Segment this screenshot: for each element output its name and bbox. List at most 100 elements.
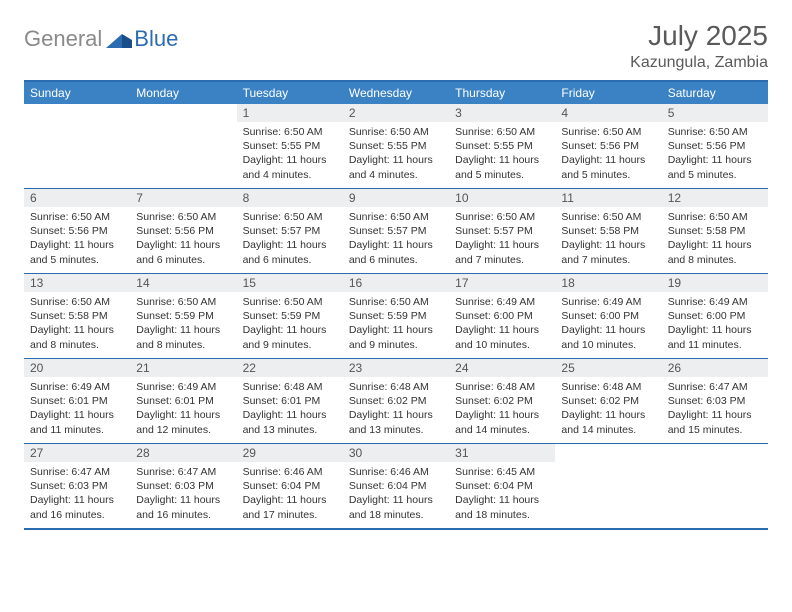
calendar-day-cell: 9Sunrise: 6:50 AMSunset: 5:57 PMDaylight… <box>343 189 449 273</box>
day-number: 16 <box>343 274 449 292</box>
calendar-day-cell: 17Sunrise: 6:49 AMSunset: 6:00 PMDayligh… <box>449 274 555 358</box>
day-details: Sunrise: 6:48 AMSunset: 6:02 PMDaylight:… <box>555 377 661 443</box>
sunrise-text: Sunrise: 6:49 AM <box>30 380 124 394</box>
sunset-text: Sunset: 6:00 PM <box>455 309 549 323</box>
daylight-text: Daylight: 11 hours and 6 minutes. <box>349 238 443 266</box>
daylight-text: Daylight: 11 hours and 5 minutes. <box>561 153 655 181</box>
sunset-text: Sunset: 6:03 PM <box>136 479 230 493</box>
day-number: 12 <box>662 189 768 207</box>
day-details: Sunrise: 6:50 AMSunset: 5:56 PMDaylight:… <box>555 122 661 188</box>
sunset-text: Sunset: 5:57 PM <box>243 224 337 238</box>
header: General Blue July 2025 Kazungula, Zambia <box>24 20 768 72</box>
day-number: 10 <box>449 189 555 207</box>
daylight-text: Daylight: 11 hours and 6 minutes. <box>243 238 337 266</box>
day-number: 23 <box>343 359 449 377</box>
sunrise-text: Sunrise: 6:47 AM <box>668 380 762 394</box>
day-details: Sunrise: 6:46 AMSunset: 6:04 PMDaylight:… <box>343 462 449 528</box>
calendar-day-cell: 28Sunrise: 6:47 AMSunset: 6:03 PMDayligh… <box>130 444 236 528</box>
sunset-text: Sunset: 5:58 PM <box>561 224 655 238</box>
sunrise-text: Sunrise: 6:47 AM <box>30 465 124 479</box>
calendar-day-cell: 20Sunrise: 6:49 AMSunset: 6:01 PMDayligh… <box>24 359 130 443</box>
calendar-day-cell: 4Sunrise: 6:50 AMSunset: 5:56 PMDaylight… <box>555 104 661 188</box>
calendar-week: 27Sunrise: 6:47 AMSunset: 6:03 PMDayligh… <box>24 443 768 528</box>
day-details: Sunrise: 6:50 AMSunset: 5:59 PMDaylight:… <box>343 292 449 358</box>
weekday-header-row: Sunday Monday Tuesday Wednesday Thursday… <box>24 82 768 104</box>
calendar-day-cell: 22Sunrise: 6:48 AMSunset: 6:01 PMDayligh… <box>237 359 343 443</box>
calendar-day-cell: 6Sunrise: 6:50 AMSunset: 5:56 PMDaylight… <box>24 189 130 273</box>
calendar-day-cell: 23Sunrise: 6:48 AMSunset: 6:02 PMDayligh… <box>343 359 449 443</box>
daylight-text: Daylight: 11 hours and 10 minutes. <box>561 323 655 351</box>
calendar-day-cell: 19Sunrise: 6:49 AMSunset: 6:00 PMDayligh… <box>662 274 768 358</box>
calendar-day-cell: 7Sunrise: 6:50 AMSunset: 5:56 PMDaylight… <box>130 189 236 273</box>
calendar-day-cell: 8 Sunrise: 6:50 AMSunset: 5:57 PMDaylight… <box>237 189 343 273</box>
logo-icon <box>106 30 132 48</box>
weekday-header: Wednesday <box>343 82 449 104</box>
sunset-text: Sunset: 6:01 PM <box>136 394 230 408</box>
calendar-day-cell: 10Sunrise: 6:50 AMSunset: 5:57 PMDayligh… <box>449 189 555 273</box>
day-number: 2 <box>343 104 449 122</box>
day-details: Sunrise: 6:46 AMSunset: 6:04 PMDaylight:… <box>237 462 343 528</box>
sunset-text: Sunset: 6:02 PM <box>455 394 549 408</box>
daylight-text: Daylight: 11 hours and 9 minutes. <box>349 323 443 351</box>
sunrise-text: Sunrise: 6:46 AM <box>349 465 443 479</box>
day-details: Sunrise: 6:49 AMSunset: 6:01 PMDaylight:… <box>24 377 130 443</box>
calendar-day-cell: 27Sunrise: 6:47 AMSunset: 6:03 PMDayligh… <box>24 444 130 528</box>
sunrise-text: Sunrise: 6:50 AM <box>30 295 124 309</box>
daylight-text: Daylight: 11 hours and 13 minutes. <box>349 408 443 436</box>
sunset-text: Sunset: 5:57 PM <box>349 224 443 238</box>
sunset-text: Sunset: 6:00 PM <box>668 309 762 323</box>
day-number: 26 <box>662 359 768 377</box>
calendar-week: 20Sunrise: 6:49 AMSunset: 6:01 PMDayligh… <box>24 358 768 443</box>
sunrise-text: Sunrise: 6:50 AM <box>455 125 549 139</box>
day-details: Sunrise: 6:50 AMSunset: 5:57 PMDaylight:… <box>449 207 555 273</box>
calendar-day-cell: 16Sunrise: 6:50 AMSunset: 5:59 PMDayligh… <box>343 274 449 358</box>
daylight-text: Daylight: 11 hours and 6 minutes. <box>136 238 230 266</box>
sunset-text: Sunset: 5:58 PM <box>668 224 762 238</box>
sunrise-text: Sunrise: 6:50 AM <box>243 295 337 309</box>
day-details: Sunrise: 6:49 AMSunset: 6:00 PMDaylight:… <box>449 292 555 358</box>
daylight-text: Daylight: 11 hours and 12 minutes. <box>136 408 230 436</box>
sunrise-text: Sunrise: 6:49 AM <box>136 380 230 394</box>
day-number: 22 <box>237 359 343 377</box>
page-title: July 2025 <box>630 20 768 52</box>
sunrise-text: Sunrise: 6:50 AM <box>243 210 337 224</box>
calendar-day-cell: . <box>662 444 768 528</box>
daylight-text: Daylight: 11 hours and 8 minutes. <box>136 323 230 351</box>
sunset-text: Sunset: 5:56 PM <box>30 224 124 238</box>
sunset-text: Sunset: 5:57 PM <box>455 224 549 238</box>
daylight-text: Daylight: 11 hours and 16 minutes. <box>30 493 124 521</box>
sunset-text: Sunset: 5:55 PM <box>455 139 549 153</box>
daylight-text: Daylight: 11 hours and 11 minutes. <box>30 408 124 436</box>
day-details: Sunrise: 6:48 AMSunset: 6:01 PMDaylight:… <box>237 377 343 443</box>
calendar-day-cell: 1Sunrise: 6:50 AMSunset: 5:55 PMDaylight… <box>237 104 343 188</box>
day-details: Sunrise: 6:50 AMSunset: 5:58 PMDaylight:… <box>555 207 661 273</box>
calendar-day-cell: 11Sunrise: 6:50 AMSunset: 5:58 PMDayligh… <box>555 189 661 273</box>
weekday-header: Saturday <box>662 82 768 104</box>
calendar-day-cell: 14Sunrise: 6:50 AMSunset: 5:59 PMDayligh… <box>130 274 236 358</box>
calendar-day-cell: 26Sunrise: 6:47 AMSunset: 6:03 PMDayligh… <box>662 359 768 443</box>
sunrise-text: Sunrise: 6:47 AM <box>136 465 230 479</box>
day-details: Sunrise: 6:49 AMSunset: 6:00 PMDaylight:… <box>662 292 768 358</box>
sunset-text: Sunset: 6:03 PM <box>30 479 124 493</box>
sunrise-text: Sunrise: 6:50 AM <box>668 210 762 224</box>
daylight-text: Daylight: 11 hours and 9 minutes. <box>243 323 337 351</box>
calendar-day-cell: 31Sunrise: 6:45 AMSunset: 6:04 PMDayligh… <box>449 444 555 528</box>
daylight-text: Daylight: 11 hours and 7 minutes. <box>561 238 655 266</box>
sunrise-text: Sunrise: 6:48 AM <box>561 380 655 394</box>
sunrise-text: Sunrise: 6:48 AM <box>243 380 337 394</box>
weekday-header: Monday <box>130 82 236 104</box>
daylight-text: Daylight: 11 hours and 4 minutes. <box>349 153 443 181</box>
title-block: July 2025 Kazungula, Zambia <box>630 20 768 72</box>
calendar-day-cell: 15Sunrise: 6:50 AMSunset: 5:59 PMDayligh… <box>237 274 343 358</box>
weekday-header: Tuesday <box>237 82 343 104</box>
logo-text-blue: Blue <box>134 26 178 52</box>
day-number: 17 <box>449 274 555 292</box>
day-number: 28 <box>130 444 236 462</box>
weekday-header: Friday <box>555 82 661 104</box>
location-subtitle: Kazungula, Zambia <box>630 54 768 72</box>
day-number: 8 <box>237 189 343 207</box>
day-number: 1 <box>237 104 343 122</box>
sunset-text: Sunset: 5:55 PM <box>243 139 337 153</box>
sunset-text: Sunset: 5:55 PM <box>349 139 443 153</box>
daylight-text: Daylight: 11 hours and 11 minutes. <box>668 323 762 351</box>
